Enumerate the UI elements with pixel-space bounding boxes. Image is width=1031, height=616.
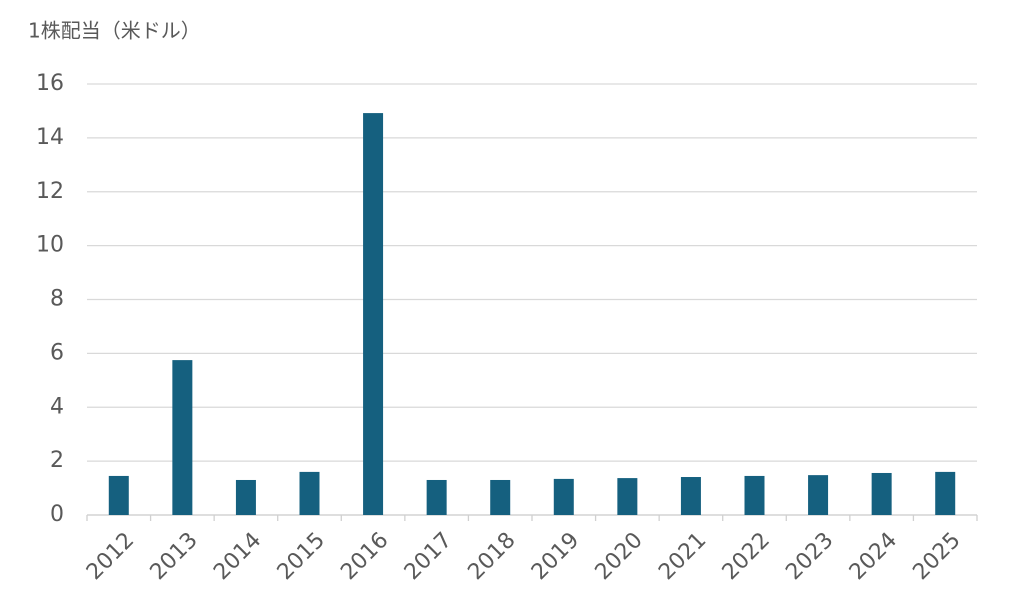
bar [871,472,892,515]
x-tick-label: 2021 [654,528,711,585]
bar [235,479,256,515]
bar [299,471,320,515]
y-tick-label: 14 [36,125,64,150]
y-tick-label: 6 [50,340,64,365]
bar [808,475,829,515]
bar [172,360,193,515]
bar [935,471,956,515]
x-tick-label: 2023 [781,528,838,585]
x-tick-label: 2013 [146,528,203,585]
bar [363,113,384,515]
bar [426,479,447,515]
y-tick-label: 8 [50,287,64,312]
x-tick-label: 2020 [591,528,648,585]
bar [617,478,638,515]
x-tick-label: 2016 [336,528,393,585]
y-tick-label: 16 [36,71,64,96]
bar [553,478,574,515]
x-tick-label: 2012 [82,528,139,585]
chart-title: 1株配当（米ドル） [28,19,201,43]
bar [744,475,765,515]
bar [680,477,701,515]
bar [490,479,511,515]
y-tick-label: 12 [36,179,64,204]
x-tick-label: 2022 [718,528,775,585]
y-tick-label: 0 [50,502,64,527]
y-tick-label: 10 [36,233,64,258]
x-tick-label: 2015 [273,528,330,585]
y-tick-label: 2 [50,448,64,473]
x-tick-label: 2014 [209,528,266,585]
x-tick-label: 2025 [908,528,965,585]
x-tick-label: 2019 [527,528,584,585]
x-tick-label: 2017 [400,528,457,585]
x-tick-label: 2018 [463,528,520,585]
x-tick-label: 2024 [845,528,902,585]
y-tick-label: 4 [50,394,64,419]
bar [108,475,129,515]
